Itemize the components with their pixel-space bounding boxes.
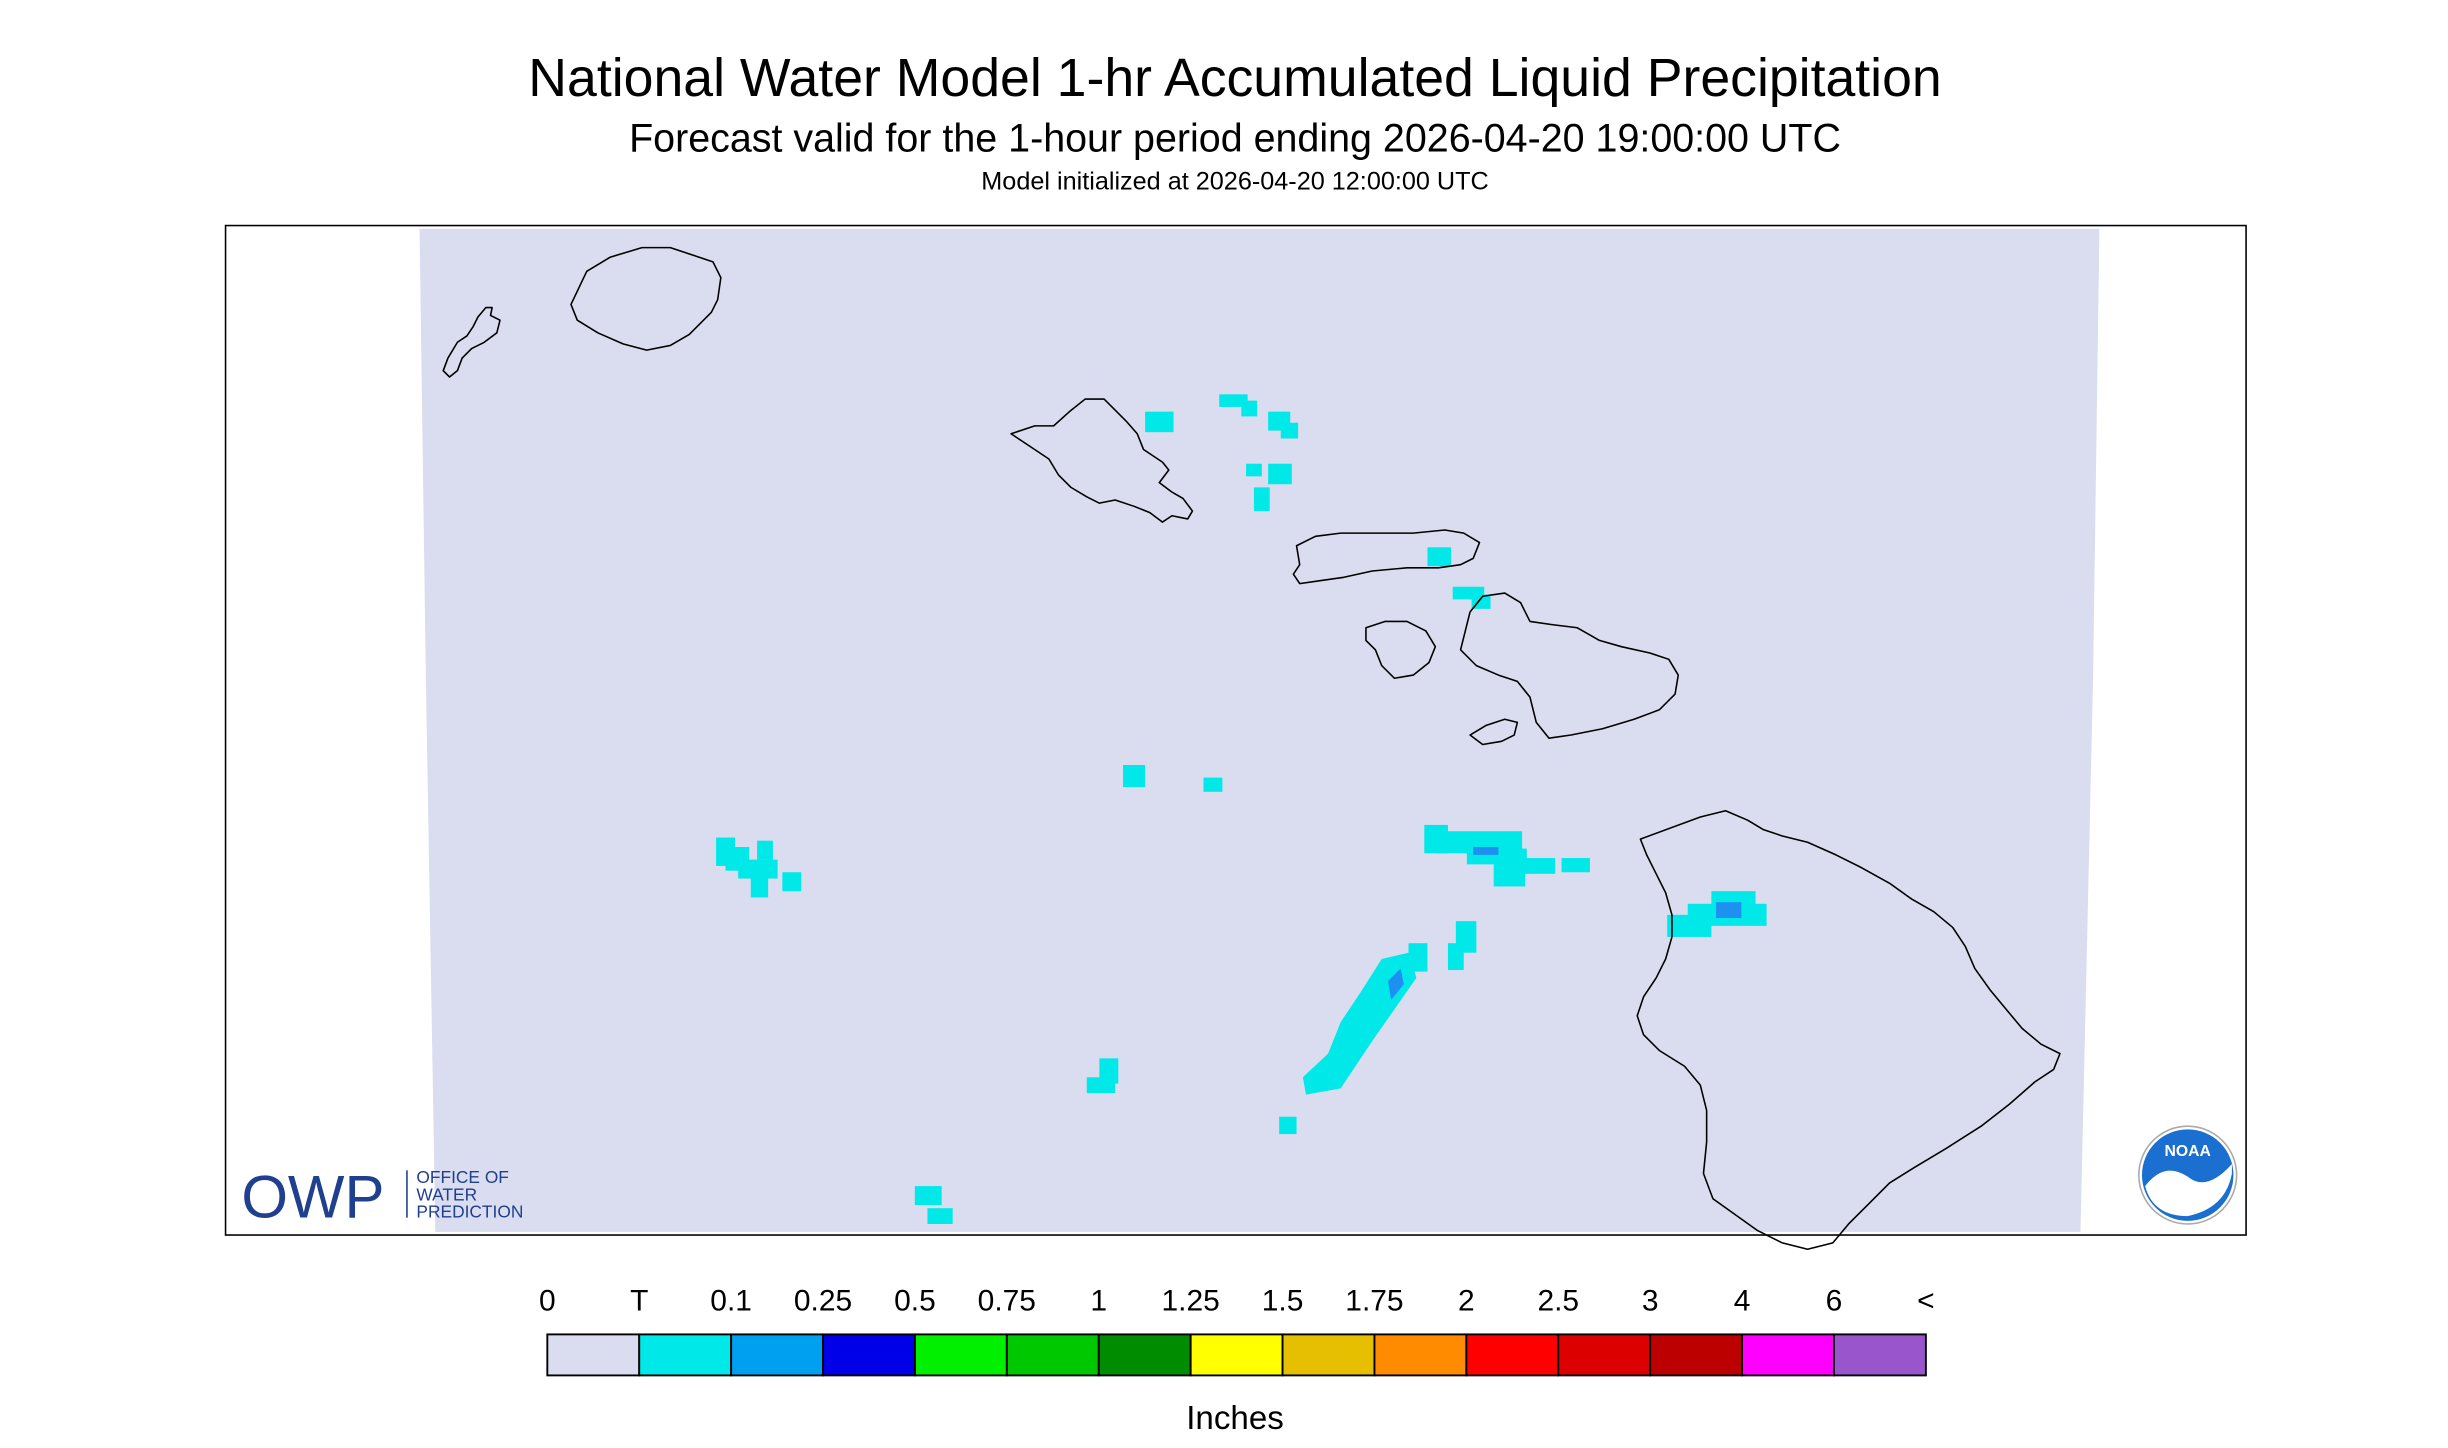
precip-cells — [716, 394, 1767, 1224]
legend-label: 0.25 — [794, 1285, 852, 1318]
title: National Water Model 1-hr Accumulated Li… — [528, 48, 1941, 108]
legend-unit: Inches — [1186, 1400, 1284, 1437]
legend-label: 2.5 — [1537, 1285, 1579, 1318]
legend-swatch — [1189, 1333, 1284, 1377]
owp-line: WATER — [416, 1184, 477, 1204]
legend-swatch — [1649, 1333, 1744, 1377]
legend-swatch — [1281, 1333, 1376, 1377]
init-time: Model initialized at 2026-04-20 12:00:00… — [981, 167, 1488, 195]
legend-label: T — [630, 1285, 648, 1318]
noaa-mark: NOAA — [2165, 1143, 2211, 1160]
legend-label: 4 — [1734, 1285, 1751, 1318]
legend-label: 0 — [539, 1285, 556, 1318]
legend-label: 1 — [1090, 1285, 1107, 1318]
legend-label: 1.5 — [1262, 1285, 1304, 1318]
legend-label: 1.25 — [1161, 1285, 1219, 1318]
legend-swatch — [913, 1333, 1008, 1377]
subtitle: Forecast valid for the 1-hour period end… — [629, 116, 1841, 160]
legend-label: 0.75 — [978, 1285, 1036, 1318]
legend-swatch — [1557, 1333, 1652, 1377]
legend-label: 6 — [1826, 1285, 1843, 1318]
legend-label: 2 — [1458, 1285, 1475, 1318]
legend-swatch — [1833, 1333, 1927, 1377]
coastlines — [442, 246, 2061, 1251]
owp-line: OFFICE OF — [416, 1167, 509, 1187]
owp-logo: OWP OFFICE OF WATER PREDICTION — [241, 1164, 523, 1231]
legend-swatch — [638, 1333, 733, 1377]
legend-swatch — [822, 1333, 916, 1377]
owp-line: PREDICTION — [416, 1202, 523, 1222]
legend-swatch — [546, 1333, 641, 1377]
legend-label: 3 — [1642, 1285, 1659, 1318]
legend-swatch — [1741, 1333, 1835, 1377]
legend-label: 0.1 — [710, 1285, 752, 1318]
legend-swatch — [1373, 1333, 1468, 1377]
legend: 0 T 0.1 0.25 0.5 0.75 1 1.25 1.5 1.75 2 2.5 3 4 6 < — [539, 1285, 1935, 1377]
owp-mark: OWP — [241, 1164, 384, 1231]
legend-label: 1.75 — [1345, 1285, 1403, 1318]
legend-swatch — [1005, 1333, 1100, 1377]
figure: National Water Model 1-hr Accumulated Li… — [224, 48, 2247, 1437]
legend-swatch — [1465, 1333, 1560, 1377]
model-domain — [419, 228, 2100, 1232]
noaa-logo: NOAA — [2138, 1125, 2238, 1225]
legend-swatch — [1097, 1333, 1192, 1377]
legend-label: 0.5 — [894, 1285, 936, 1318]
legend-swatch — [730, 1333, 824, 1377]
legend-label: < — [1917, 1285, 1935, 1318]
